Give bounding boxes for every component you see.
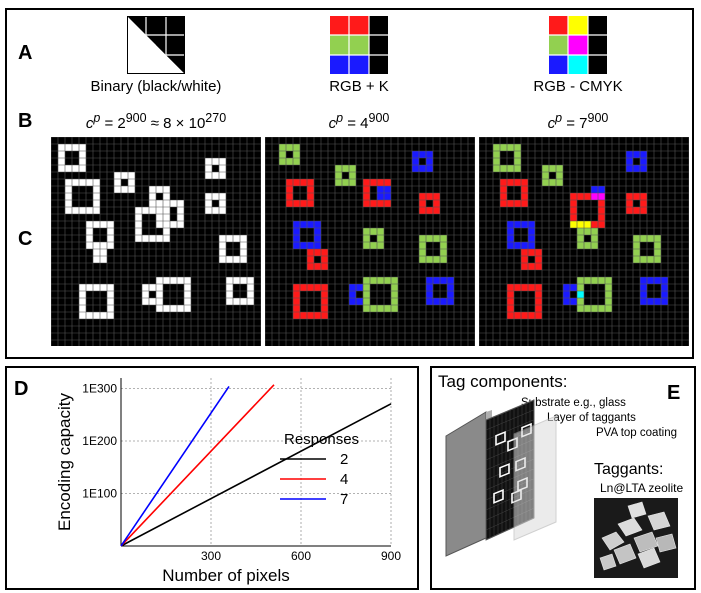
pixel-ring xyxy=(93,249,107,263)
taggants-title: Taggants: xyxy=(594,461,664,478)
pixel-ring xyxy=(507,221,535,249)
pixel-ring xyxy=(493,144,521,172)
rgbk-key-icon xyxy=(330,16,388,74)
legend-label-2: 2 xyxy=(340,451,348,468)
pixel-ring xyxy=(79,284,114,319)
cmyk-key-icon xyxy=(549,16,607,74)
x-tick-label: 600 xyxy=(291,549,311,563)
pixel-overlap xyxy=(591,193,598,200)
x-tick-label: 300 xyxy=(201,549,221,563)
pixel-ring xyxy=(58,144,86,172)
y-axis-label: Encoding capacity xyxy=(55,393,74,531)
pixel-ring xyxy=(226,277,254,305)
x-axis-label: Number of pixels xyxy=(162,566,290,585)
series-line-2 xyxy=(120,403,392,547)
pixel-ring xyxy=(205,193,226,214)
scheme-title-cmyk: RGB - CMYK xyxy=(533,78,623,95)
scheme-title-binary: Binary (black/white) xyxy=(90,78,222,95)
pixel-ring xyxy=(156,277,191,312)
y-tick-label: 1E300 xyxy=(82,382,117,396)
pixel-ring xyxy=(500,179,528,207)
tag-layers-illustration xyxy=(445,399,557,557)
series-line-7 xyxy=(120,385,230,547)
zeolite-micrograph xyxy=(594,498,678,578)
panel-label-e: E xyxy=(667,382,681,404)
pixel-ring xyxy=(293,221,321,249)
pixel-ring xyxy=(279,144,300,165)
pixel-ring xyxy=(219,235,247,263)
pixel-ring xyxy=(426,277,454,305)
pixel-ring xyxy=(640,277,668,305)
pixel-ring xyxy=(335,165,356,186)
layer-pva-label: PVA top coating xyxy=(596,427,677,439)
pixel-ring xyxy=(363,179,391,207)
pixel-ring xyxy=(626,193,647,214)
chart-box xyxy=(5,366,419,590)
pixel-ring xyxy=(65,179,100,214)
pixel-overlap xyxy=(570,221,577,228)
scheme-title-rgbk: RGB + K xyxy=(329,78,389,95)
pixel-ring xyxy=(377,186,391,200)
pixel-ring xyxy=(307,249,328,270)
pixel-ring xyxy=(293,284,328,319)
taggants-subtitle: Ln@LTA zeolite xyxy=(600,481,684,495)
pixel-overlap xyxy=(584,221,591,228)
layer-substrate-label: Substrate e.g., glass xyxy=(521,397,626,409)
pixel-grid-binary xyxy=(51,137,261,346)
pixel-ring xyxy=(86,221,114,249)
layer-taggants-label: Layer of taggants xyxy=(547,412,636,424)
y-tick-label: 1E100 xyxy=(82,487,117,501)
pixel-ring xyxy=(521,249,542,270)
legend-label-4: 4 xyxy=(340,471,348,488)
pixel-ring xyxy=(419,193,440,214)
pixel-ring xyxy=(363,277,398,312)
encoding-capacity-chart: 300 600 900 1E100 1E200 1E300 Number of pixels… xyxy=(55,378,401,585)
capacity-binary: cp = 2900 ≈ 8 × 10270 xyxy=(85,111,227,132)
x-tick-label: 900 xyxy=(381,549,401,563)
panel-label-b: B xyxy=(18,110,33,132)
capacity-cmyk: cp = 7900 xyxy=(547,111,609,132)
pixel-overlap xyxy=(577,291,584,298)
pixel-ring xyxy=(286,179,314,207)
pixel-overlap xyxy=(577,221,584,228)
tag-components-title: Tag components: xyxy=(438,372,568,391)
panel-label-d: D xyxy=(14,378,29,400)
pixel-ring xyxy=(626,151,647,172)
pixel-ring xyxy=(412,151,433,172)
pixel-ring xyxy=(363,228,384,249)
series-line-4 xyxy=(120,384,275,547)
pixel-ring xyxy=(507,284,542,319)
panel-label-a: A xyxy=(18,42,33,64)
binary-key-icon xyxy=(127,16,185,74)
pixel-ring xyxy=(205,158,226,179)
pixel-ring xyxy=(419,235,447,263)
y-tick-label: 1E200 xyxy=(82,434,117,448)
legend-label-7: 7 xyxy=(340,491,348,508)
pixel-ring xyxy=(577,228,598,249)
legend-title: Responses xyxy=(284,431,359,448)
capacity-rgbk: cp = 4900 xyxy=(328,111,390,132)
pixel-ring xyxy=(633,235,661,263)
pixel-overlap xyxy=(598,193,605,200)
pixel-ring xyxy=(114,172,135,193)
pixel-grid-rgbk xyxy=(265,137,475,346)
pixel-ring xyxy=(542,165,563,186)
chart-gridlines xyxy=(121,378,392,546)
pixel-ring xyxy=(135,207,170,242)
pixel-grid-cmyk xyxy=(479,137,689,346)
panel-label-c: C xyxy=(18,228,33,250)
